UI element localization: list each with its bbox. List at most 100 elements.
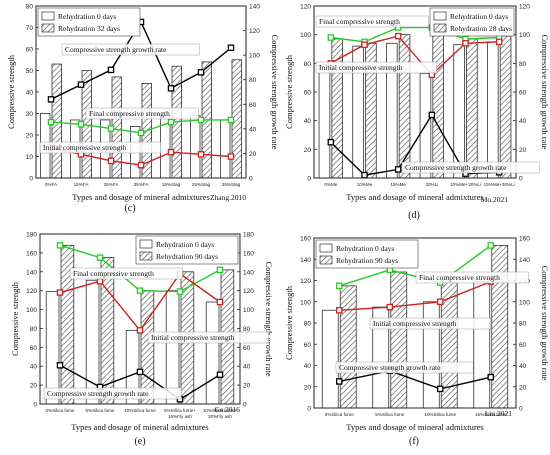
x-tick-label: 10%Silica fume bbox=[124, 408, 156, 413]
bar bbox=[486, 41, 499, 179]
y2-tick-label: 60 bbox=[249, 102, 257, 109]
y-tick-label: 0 bbox=[307, 406, 311, 413]
legend-swatch bbox=[139, 251, 153, 261]
annotation-label: Initial compressive strength bbox=[319, 63, 403, 72]
data-point bbox=[137, 129, 145, 137]
y-tick-label: 140 bbox=[26, 269, 37, 276]
y2-tick-label: 80 bbox=[519, 321, 527, 328]
y2-tick-label: 0 bbox=[243, 402, 247, 409]
data-point bbox=[361, 171, 368, 179]
bar bbox=[422, 301, 440, 409]
data-point bbox=[197, 116, 205, 124]
data-point bbox=[327, 138, 335, 146]
annotation-box bbox=[85, 107, 199, 120]
data-point bbox=[137, 161, 145, 169]
data-point bbox=[167, 118, 175, 126]
annotation-label: Compressive strength growth rate bbox=[339, 363, 441, 372]
y-tick-label: 20 bbox=[304, 147, 312, 154]
legend-label: Rehydration 0 days bbox=[58, 12, 116, 21]
annotation-box bbox=[39, 141, 162, 154]
y-tick-label: 120 bbox=[300, 278, 311, 285]
annotation-label: Compressive strength growth rate bbox=[65, 45, 167, 54]
y2-tick-label: 180 bbox=[243, 232, 254, 239]
data-point bbox=[167, 85, 175, 92]
series-line bbox=[339, 370, 491, 390]
x-tick-label: 25%Slag bbox=[192, 182, 211, 187]
y-tick-label: 180 bbox=[26, 232, 37, 239]
data-point bbox=[394, 166, 402, 173]
data-point bbox=[227, 116, 235, 124]
x-axis-label: Types and dosage of mineral admixtures bbox=[346, 192, 484, 202]
legend-swatch bbox=[41, 23, 55, 33]
y-tick-label: 0 bbox=[29, 176, 33, 183]
y2-tick-label: 20 bbox=[249, 151, 257, 158]
bar bbox=[205, 301, 220, 405]
data-point bbox=[216, 298, 224, 306]
bar bbox=[432, 27, 445, 179]
series-line bbox=[339, 280, 492, 311]
data-point bbox=[77, 81, 85, 88]
chart-panel: 0204060801001201401600204060801001201401… bbox=[284, 236, 550, 448]
bar bbox=[165, 290, 180, 405]
x-tick-label: 10%Silica fume bbox=[424, 412, 456, 417]
series-line bbox=[330, 35, 500, 76]
y2-tick-label: 60 bbox=[519, 90, 527, 97]
y2-axis-label: Compressive strength growth rate bbox=[270, 35, 280, 150]
legend-box bbox=[315, 239, 419, 269]
y-tick-label: 50 bbox=[26, 68, 34, 75]
y-axis-label: Compressive strength bbox=[6, 54, 16, 129]
annotation-box bbox=[69, 267, 183, 280]
bar bbox=[491, 245, 509, 409]
y2-axis-label: Compressive strength growth rate bbox=[264, 262, 274, 377]
data-point bbox=[436, 298, 444, 305]
bar bbox=[318, 64, 331, 179]
y-tick-label: 80 bbox=[304, 321, 312, 328]
y2-tick-label: 120 bbox=[249, 28, 260, 35]
x-tick-label: 0%Silica fume bbox=[325, 412, 355, 417]
y2-tick-label: 0 bbox=[249, 176, 253, 183]
annotation-label: Compressive strength growth rate bbox=[405, 163, 507, 172]
legend-label: Rehydration 90 days bbox=[336, 256, 398, 265]
data-point bbox=[216, 371, 224, 378]
x-tick-label: 10%Me+30%Li bbox=[450, 182, 481, 187]
data-point bbox=[487, 373, 494, 381]
bar bbox=[219, 119, 231, 179]
data-point bbox=[495, 38, 503, 46]
data-point bbox=[335, 378, 343, 385]
annotation-box bbox=[43, 387, 182, 400]
y-tick-label: 120 bbox=[300, 4, 311, 11]
y-tick-label: 20 bbox=[304, 384, 312, 391]
x-axis-label: Types and dosage of mineral admixtures bbox=[72, 192, 210, 202]
bar bbox=[473, 281, 491, 409]
y2-tick-label: 20 bbox=[243, 383, 251, 390]
bar bbox=[466, 38, 478, 179]
annotation-box bbox=[61, 43, 200, 56]
data-point bbox=[47, 96, 55, 103]
x-tick-label: 15%FA bbox=[74, 182, 90, 187]
series-line bbox=[330, 113, 500, 176]
legend-label: Rehydration 32 days bbox=[58, 24, 120, 33]
y-tick-label: 100 bbox=[300, 299, 311, 306]
y2-tick-label: 60 bbox=[243, 345, 251, 352]
panel-caption: (f) bbox=[409, 436, 419, 447]
annotation-label: Compressive strength growth rate bbox=[47, 389, 149, 398]
y-tick-label: 100 bbox=[300, 32, 311, 39]
x-tick-label: 15%Slag bbox=[162, 182, 181, 187]
data-point bbox=[327, 34, 335, 41]
x-axis-label: Types and dosage of mineral admixtures bbox=[346, 422, 484, 432]
data-point bbox=[197, 69, 205, 76]
annotation-box bbox=[401, 161, 540, 174]
bar bbox=[189, 115, 201, 179]
legend-swatch bbox=[319, 255, 333, 265]
legend-swatch bbox=[319, 243, 333, 253]
annotation-label: Initial compressive strength bbox=[151, 333, 235, 342]
y2-axis-label: Compressive strength growth rate bbox=[540, 266, 550, 381]
y-tick-label: 40 bbox=[304, 118, 312, 125]
y2-tick-label: 100 bbox=[249, 53, 260, 60]
x-tick-label: 35%Slag bbox=[222, 182, 241, 187]
data-point bbox=[136, 327, 144, 334]
bar bbox=[45, 291, 60, 405]
chart-panel: 0 20 40 60 80 100 120 140 160 180 0 20 40 60 80 100 120 1… bbox=[10, 232, 274, 448]
plot-frame bbox=[39, 233, 241, 405]
chart-panel: 0 10 20 30 40 50 60 70 80 0 20 40 60 80 100 120 140 0%FA 1… bbox=[6, 4, 280, 215]
